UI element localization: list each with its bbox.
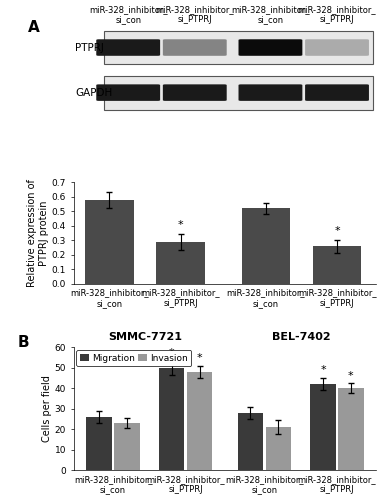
Y-axis label: Cells per field: Cells per field [42,375,52,442]
Text: PTPRJ: PTPRJ [75,42,104,52]
Y-axis label: Relative expression of
PTPRJ protein: Relative expression of PTPRJ protein [27,179,49,287]
Text: SMMC-7721: SMMC-7721 [108,332,182,342]
Bar [156,242,205,284]
Text: *: * [178,220,184,230]
FancyBboxPatch shape [239,84,302,101]
Bar [310,384,336,470]
Bar [104,30,373,64]
Bar [187,372,212,470]
Bar [114,423,140,470]
Bar [85,200,133,283]
Text: *: * [169,348,175,358]
FancyBboxPatch shape [96,40,160,56]
Bar [104,76,373,110]
FancyBboxPatch shape [239,40,302,56]
Text: *: * [334,226,340,236]
Text: miR-328_inhibitor_
si_PTPRJ: miR-328_inhibitor_ si_PTPRJ [156,4,234,24]
Text: A: A [28,20,40,36]
FancyBboxPatch shape [305,40,369,56]
FancyBboxPatch shape [96,84,160,101]
Text: GAPDH: GAPDH [75,88,113,98]
Bar [159,368,184,470]
Text: miR-328_inhibitor_
si_con: miR-328_inhibitor_ si_con [231,4,310,24]
Legend: Migration, Invasion: Migration, Invasion [76,350,191,366]
Bar [313,246,361,284]
FancyBboxPatch shape [163,40,227,56]
Text: miR-328_inhibitor_
si_con: miR-328_inhibitor_ si_con [89,4,168,24]
Text: *: * [320,366,326,376]
Bar [338,388,364,470]
FancyBboxPatch shape [163,84,227,101]
Text: *: * [348,370,354,380]
Text: miR-328_inhibitor_
si_PTPRJ: miR-328_inhibitor_ si_PTPRJ [298,4,376,24]
Text: BEL-7402: BEL-7402 [272,332,331,342]
FancyBboxPatch shape [305,84,369,101]
Bar [266,427,291,470]
Bar [87,417,112,470]
Text: *: * [197,353,203,363]
Bar [238,412,263,470]
Bar [242,208,290,284]
Text: B: B [18,335,29,350]
